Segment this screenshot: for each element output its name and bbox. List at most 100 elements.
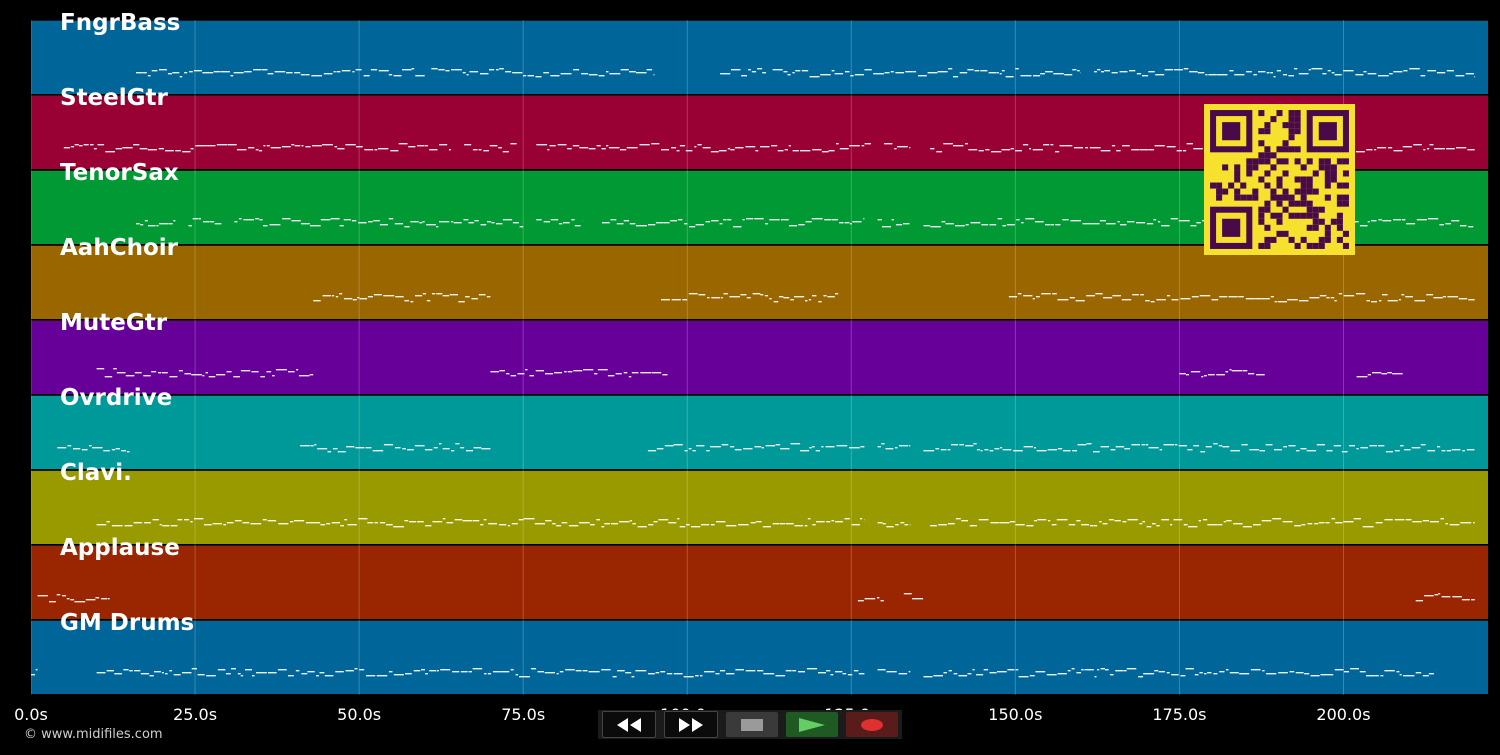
qr-module [1306,206,1313,213]
qr-module [1294,176,1301,183]
qr-module [1294,188,1301,195]
qr-module [1318,206,1325,213]
qr-module [1270,116,1277,123]
qr-module [1318,242,1325,249]
qr-module [1294,122,1301,129]
qr-module [1234,188,1241,195]
qr-module [1342,242,1349,249]
qr-module [1276,158,1283,165]
play-button[interactable] [786,712,838,737]
qr-module [1252,158,1259,165]
qr-module [1234,194,1241,201]
qr-module [1276,212,1283,219]
qr-module [1282,194,1289,201]
stop-button[interactable] [726,712,778,737]
qr-module [1264,182,1271,189]
qr-module [1336,218,1343,225]
qr-module [1306,176,1313,183]
qr-module [1276,146,1283,153]
qr-module [1294,158,1301,165]
track-name: Clavi. [60,460,132,486]
qr-module [1282,230,1289,237]
track-name: MuteGtr [60,310,168,336]
qr-module [1246,164,1253,171]
qr-module [1264,170,1271,177]
qr-module [1318,158,1325,165]
qr-module [1246,158,1253,165]
time-tick-label: 150.0s [988,705,1043,724]
qr-module [1246,194,1253,201]
qr-module [1342,230,1349,237]
qr-module [1336,158,1343,165]
qr-module [1342,182,1349,189]
qr-module [1312,188,1319,195]
time-tick-label: 25.0s [173,705,218,724]
qr-module [1306,182,1313,189]
record-button[interactable] [846,712,898,737]
qr-module [1312,170,1319,177]
qr-module [1282,122,1289,129]
qr-module [1342,170,1349,177]
qr-module [1258,242,1265,249]
qr-module [1276,200,1283,207]
qr-module [1276,176,1283,183]
qr-module [1324,236,1331,243]
qr-module [1282,146,1289,153]
track-name: Ovrdrive [60,385,173,411]
qr-module [1288,200,1295,207]
qr-module [1258,206,1265,213]
qr-module [1258,212,1265,219]
track-name: GM Drums [60,610,195,636]
qr-module [1300,200,1307,207]
qr-module [1306,242,1313,249]
fast-forward-button[interactable] [664,711,718,738]
qr-module [1234,170,1241,177]
qr-module [1336,236,1343,243]
qr-module [1324,164,1331,171]
qr-module [1306,224,1313,231]
qr-module [1300,182,1307,189]
qr-module [1288,128,1295,135]
time-tick-label: 200.0s [1316,705,1371,724]
qr-module [1288,236,1295,243]
copyright-text: © www.midifiles.com [24,727,163,742]
qr-module [1288,122,1295,129]
qr-module [1240,182,1247,189]
qr-module [1318,122,1337,141]
qr-module [1342,200,1349,207]
qr-module [1330,218,1337,225]
qr-module [1270,212,1277,219]
piano-roll: FngrBass SteelGtr TenorSax AahChoir Mute… [31,10,1488,695]
qr-module [1270,164,1277,171]
rewind-button[interactable] [602,711,656,738]
qr-module [1342,194,1349,201]
qr-module [1312,224,1319,231]
qr-module [1252,164,1259,171]
qr-module [1276,110,1283,117]
qr-module [1216,188,1223,195]
qr-module [1324,182,1331,189]
qr-module [1258,110,1265,117]
qr-module [1336,194,1343,201]
qr-module [1318,164,1325,171]
qr-module [1264,128,1271,135]
qr-module [1258,152,1265,159]
qr-module [1288,212,1295,219]
qr-module [1288,134,1295,141]
track-lane: FngrBass [31,10,1488,94]
qr-module [1342,158,1349,165]
qr-module [1294,110,1301,117]
qr-module [1306,188,1313,195]
qr-module [1246,170,1253,177]
qr-module [1300,176,1307,183]
qr-module [1288,110,1295,117]
qr-module [1264,206,1271,213]
qr-module [1282,188,1289,195]
qr-module [1282,158,1289,165]
qr-module [1300,164,1307,171]
qr-module [1324,230,1331,237]
qr-module [1324,194,1331,201]
qr-module [1336,182,1343,189]
qr-module [1264,158,1271,165]
qr-module [1330,164,1337,171]
